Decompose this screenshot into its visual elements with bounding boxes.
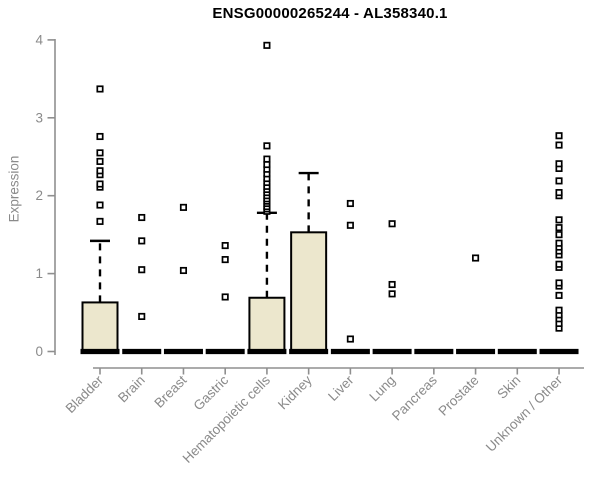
outlier-point-liver bbox=[346, 199, 354, 208]
box-kidney bbox=[290, 231, 328, 353]
outlier-point-brain bbox=[138, 266, 146, 274]
x-tick-label-pancreas: Pancreas bbox=[389, 372, 440, 423]
outlier-point-unknown-other bbox=[555, 177, 563, 185]
outlier-point-brain bbox=[138, 312, 146, 320]
y-tick-label: 0 bbox=[35, 344, 43, 359]
outlier-point-prostate bbox=[472, 254, 480, 262]
outlier-point-unknown-other bbox=[555, 306, 563, 314]
outlier-point-unknown-other bbox=[555, 279, 563, 287]
y-tick-label: 2 bbox=[35, 188, 43, 203]
outlier-point-hematopoietic-cells bbox=[263, 160, 271, 169]
outlier-point-unknown-other bbox=[555, 239, 563, 247]
outlier-point-liver bbox=[346, 221, 354, 229]
outlier-point-gastric bbox=[221, 256, 229, 264]
x-tick-label-breast: Breast bbox=[151, 372, 189, 410]
outlier-point-lung bbox=[388, 290, 396, 298]
outlier-point-bladder bbox=[96, 157, 104, 165]
outlier-point-unknown-other bbox=[555, 132, 563, 140]
outlier-point-bladder bbox=[96, 180, 104, 188]
box-hematopoietic-cells bbox=[248, 296, 286, 353]
outlier-point-hematopoietic-cells bbox=[263, 155, 271, 163]
outlier-point-unknown-other bbox=[555, 216, 563, 224]
outlier-point-unknown-other bbox=[555, 291, 563, 299]
outlier-point-lung bbox=[388, 280, 396, 289]
outlier-point-unknown-other bbox=[555, 160, 563, 168]
outlier-point-bladder bbox=[96, 167, 104, 175]
outlier-point-hematopoietic-cells bbox=[263, 41, 271, 49]
x-tick-label-prostate: Prostate bbox=[436, 373, 482, 419]
y-tick-label: 4 bbox=[35, 32, 43, 47]
outlier-point-unknown-other bbox=[555, 189, 563, 197]
outlier-point-unknown-other bbox=[555, 141, 563, 149]
outlier-point-bladder bbox=[96, 85, 104, 93]
y-tick-label: 3 bbox=[35, 110, 43, 125]
x-tick-label-gastric: Gastric bbox=[190, 372, 231, 413]
x-tick-label-bladder: Bladder bbox=[63, 372, 107, 416]
outlier-point-unknown-other bbox=[555, 231, 563, 239]
x-tick-label-kidney: Kidney bbox=[275, 372, 315, 412]
outlier-point-brain bbox=[138, 213, 146, 222]
x-tick-label-unknown-other: Unknown / Other bbox=[483, 372, 566, 455]
x-tick-label-liver: Liver bbox=[325, 372, 357, 404]
outlier-point-unknown-other bbox=[555, 260, 563, 268]
outlier-point-bladder bbox=[96, 132, 104, 141]
outlier-point-bladder bbox=[96, 149, 104, 157]
outlier-point-gastric bbox=[221, 293, 229, 301]
x-tick-label-brain: Brain bbox=[115, 373, 148, 406]
box-bladder bbox=[81, 301, 119, 353]
outlier-point-bladder bbox=[96, 217, 104, 225]
outlier-point-liver bbox=[346, 335, 354, 343]
chart-title: ENSG00000265244 - AL358340.1 bbox=[212, 5, 448, 22]
outlier-point-lung bbox=[388, 220, 396, 228]
outlier-point-bladder bbox=[96, 201, 104, 209]
y-tick-label: 1 bbox=[35, 266, 43, 281]
outlier-point-hematopoietic-cells bbox=[263, 142, 271, 150]
x-tick-label-skin: Skin bbox=[494, 373, 523, 402]
x-tick-label-lung: Lung bbox=[366, 373, 398, 405]
outlier-point-unknown-other bbox=[555, 224, 563, 232]
outlier-point-brain bbox=[138, 237, 146, 245]
outlier-point-breast bbox=[179, 203, 188, 211]
outlier-point-gastric bbox=[221, 242, 229, 250]
outlier-point-breast bbox=[179, 266, 188, 275]
